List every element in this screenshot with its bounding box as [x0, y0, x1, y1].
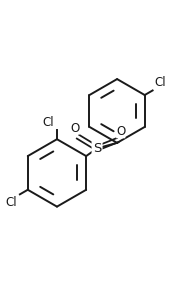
Text: Cl: Cl	[43, 116, 54, 129]
Text: O: O	[70, 122, 80, 135]
Text: O: O	[116, 125, 125, 138]
Text: S: S	[93, 142, 101, 155]
Text: Cl: Cl	[154, 76, 166, 89]
Text: Cl: Cl	[6, 196, 17, 209]
